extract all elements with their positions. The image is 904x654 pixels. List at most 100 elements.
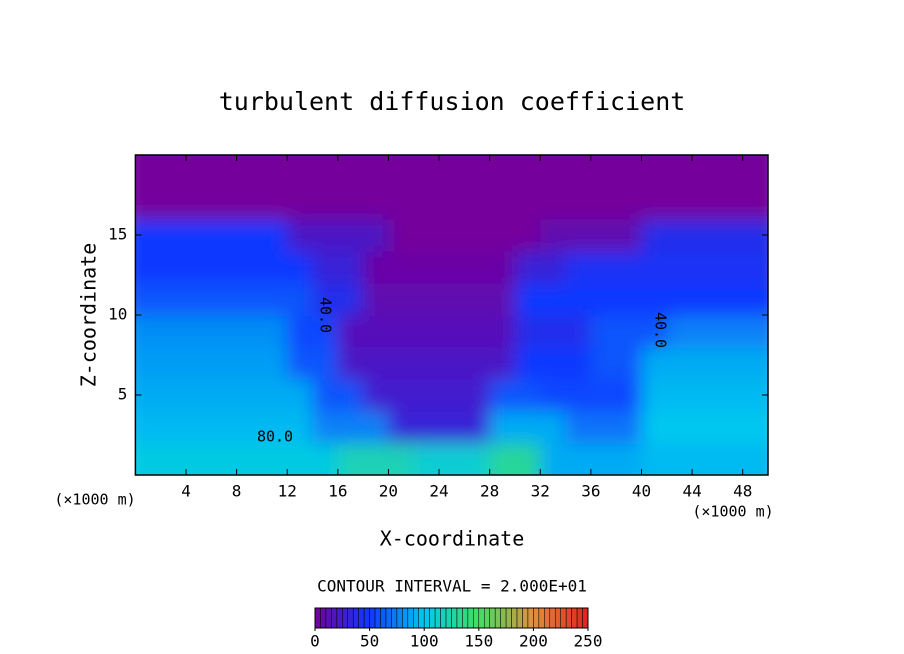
field-cell	[287, 219, 314, 252]
field-cell	[565, 315, 592, 348]
field-cell	[540, 187, 567, 220]
field-cell	[742, 347, 768, 380]
field-cell	[666, 155, 693, 188]
field-cell	[641, 155, 668, 188]
field-cell	[135, 251, 162, 284]
field-cell	[236, 251, 263, 284]
field-cell	[261, 187, 288, 220]
field-cell	[464, 219, 491, 252]
colorbar-cell	[358, 607, 365, 629]
field-cell	[160, 347, 187, 380]
field-cell	[363, 187, 389, 220]
colorbar-tick-label: 100	[410, 632, 439, 651]
colorbar-cell	[380, 607, 387, 629]
field-cell	[489, 379, 516, 412]
field-cell	[464, 411, 491, 444]
field-cell	[540, 219, 567, 252]
field-cell	[565, 187, 592, 220]
field-cell	[135, 411, 162, 444]
colorbar-cell	[478, 607, 485, 629]
colorbar-cell	[385, 607, 392, 629]
field-cell	[742, 443, 768, 475]
colorbar-cell	[505, 607, 512, 629]
field-cell	[565, 155, 592, 188]
field-cell	[287, 315, 314, 348]
field-cell	[160, 315, 187, 348]
field-cell	[439, 155, 465, 188]
field-cell	[742, 187, 768, 220]
field-cell	[717, 251, 744, 284]
field-cell	[692, 347, 718, 380]
field-cell	[363, 411, 389, 444]
field-cell	[337, 219, 364, 252]
field-cell	[514, 155, 541, 188]
field-cell	[363, 315, 389, 348]
field-cell	[692, 443, 718, 475]
field-cell	[590, 347, 617, 380]
field-cell	[514, 315, 541, 348]
field-cell	[666, 443, 693, 475]
colorbar-cell	[456, 607, 463, 629]
field-cell	[590, 155, 617, 188]
field-cell	[514, 187, 541, 220]
field-cell	[717, 187, 744, 220]
field-cell	[540, 251, 567, 284]
field-cell	[211, 315, 238, 348]
field-cell	[287, 347, 314, 380]
field-cell	[261, 283, 288, 316]
field-cell	[616, 219, 642, 252]
field-cell	[489, 155, 516, 188]
field-cell	[565, 251, 592, 284]
field-cell	[489, 187, 516, 220]
colorbar-tick-label: 150	[464, 632, 493, 651]
field-cell	[742, 283, 768, 316]
field-cell	[211, 411, 238, 444]
field-cell	[236, 379, 263, 412]
colorbar-cell	[565, 607, 572, 629]
field-cell	[514, 411, 541, 444]
x-tick-label: 16	[328, 482, 347, 501]
colorbar-cell	[407, 607, 414, 629]
field-cell	[236, 187, 263, 220]
x-tick-label: 48	[733, 482, 752, 501]
field-cell	[692, 219, 718, 252]
field-cell	[160, 219, 187, 252]
field-cell	[692, 379, 718, 412]
y-tick-label: 10	[108, 305, 127, 324]
y-axis-title: Z-coordinate	[77, 243, 101, 388]
colorbar-cell	[445, 607, 452, 629]
colorbar-cell	[533, 607, 540, 629]
colorbar-cell	[576, 607, 583, 629]
colorbar-cell	[467, 607, 474, 629]
field-cell	[540, 411, 567, 444]
field-cell	[590, 219, 617, 252]
field-cell	[590, 251, 617, 284]
x-tick-label: 12	[278, 482, 297, 501]
field-cell	[413, 219, 440, 252]
field-cell	[186, 347, 212, 380]
field-cell	[337, 155, 364, 188]
field-cell	[666, 219, 693, 252]
colorbar-cell	[500, 607, 507, 629]
field-cell	[565, 283, 592, 316]
field-cell	[413, 187, 440, 220]
contour-label: 40.0	[317, 297, 335, 333]
field-cell	[514, 283, 541, 316]
field-cell	[439, 315, 465, 348]
field-cell	[641, 187, 668, 220]
field-cell	[489, 443, 516, 475]
colorbar-cell	[544, 607, 551, 629]
field-cell	[186, 443, 212, 475]
field-cell	[590, 187, 617, 220]
field-cell	[565, 219, 592, 252]
field-cell	[388, 219, 415, 252]
colorbar-cell	[560, 607, 567, 629]
field-cell	[211, 347, 238, 380]
field-cell	[540, 155, 567, 188]
colorbar-cell	[336, 607, 343, 629]
field-cell	[312, 347, 339, 380]
field-cell	[514, 219, 541, 252]
field-cell	[135, 155, 162, 188]
field-cell	[388, 347, 415, 380]
